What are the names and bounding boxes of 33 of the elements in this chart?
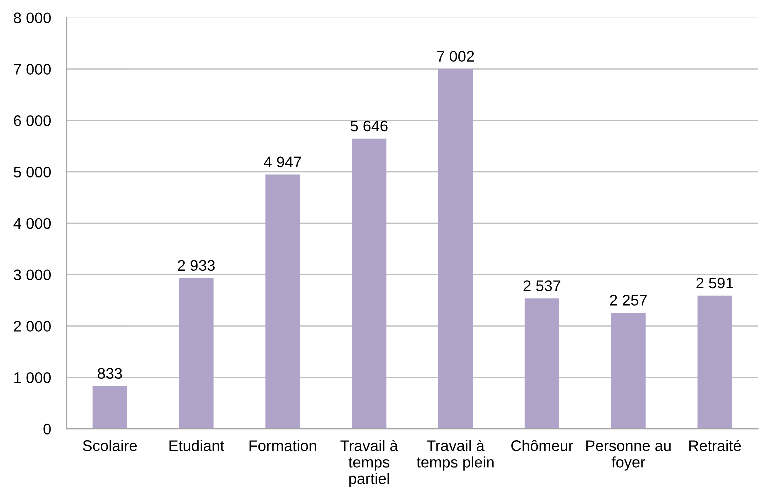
data-label: 2 537 [524,280,561,292]
x-tick-label: Scolaire [83,440,138,452]
data-label: 833 [98,368,122,380]
y-tick-label: 3 000 [14,270,52,281]
bar [266,174,300,430]
x-tick-label: Formation [250,440,316,452]
bar [92,386,128,430]
bar [179,278,214,430]
bar [524,298,560,430]
data-label: 2 933 [178,260,215,272]
y-tick-label: 0 [44,424,52,435]
x-tick-label: Retraité [690,440,742,452]
x-tick-label: Travail à temps partiel [340,440,398,488]
data-label: 7 002 [437,51,474,62]
bar [611,313,646,430]
x-tick-label: Personne au foyer [586,440,671,471]
y-tick-label: 6 000 [14,116,52,126]
y-tick-label: 7 000 [14,64,52,75]
x-tick-label: Chômeur [512,440,574,452]
bar [352,138,387,430]
bar [438,69,474,430]
y-tick-label: 1 000 [14,372,52,384]
y-tick-label: 8 000 [14,12,52,24]
x-tick-label: Travail à temps plein [416,440,494,471]
y-tick-label: 5 000 [14,166,52,178]
y-tick-label: 4 000 [14,218,52,230]
data-label: 2 257 [610,295,647,306]
y-tick-label: 2 000 [14,321,52,332]
x-tick-label: Etudiant [170,440,224,452]
data-label: 5 646 [350,120,388,132]
data-label: 4 947 [264,156,302,168]
bar [698,296,732,430]
data-label: 2 591 [696,278,734,289]
